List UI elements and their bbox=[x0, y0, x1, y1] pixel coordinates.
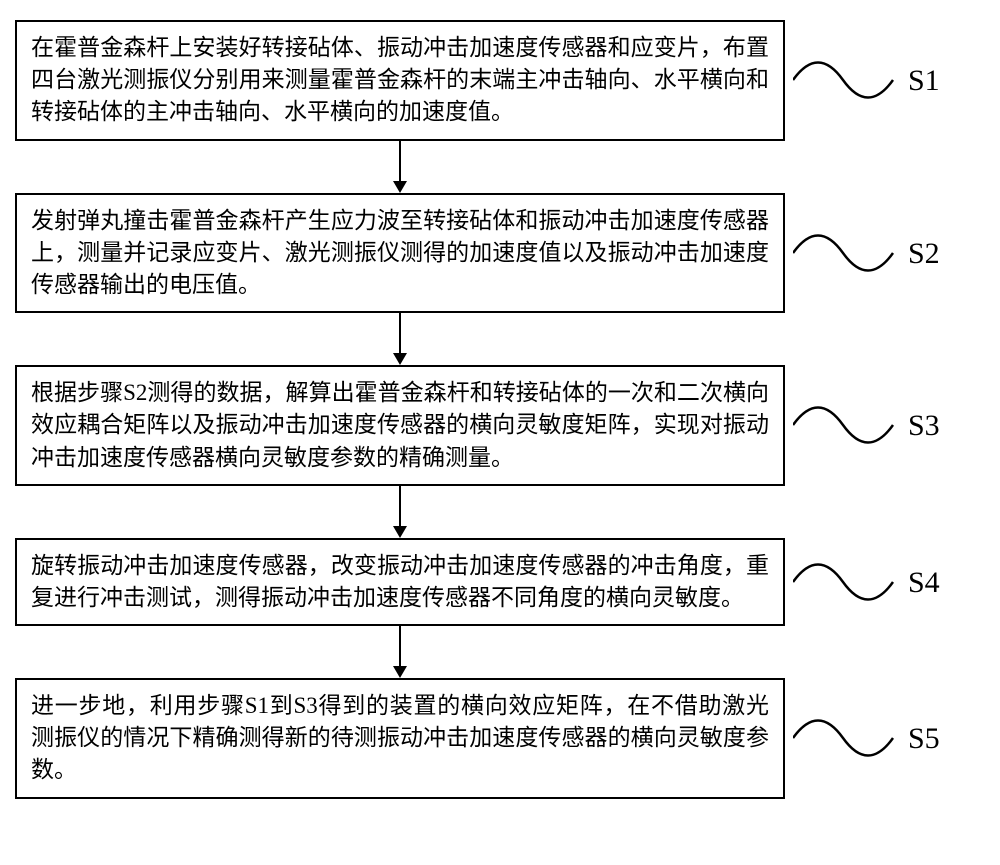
step-box-s1: 在霍普金森杆上安装好转接砧体、振动冲击加速度传感器和应变片，布置四台激光测振仪分… bbox=[15, 20, 785, 141]
step-box-s4: 旋转振动冲击加速度传感器，改变振动冲击加速度传感器的冲击角度，重复进行冲击测试，… bbox=[15, 538, 785, 626]
step-label: S1 bbox=[908, 64, 940, 97]
arrow-down-icon bbox=[15, 313, 785, 365]
wave-connector-icon: S4 bbox=[793, 552, 973, 612]
arrow-row bbox=[15, 141, 985, 193]
label-col: S1 bbox=[785, 50, 985, 110]
flowchart-container: 在霍普金森杆上安装好转接砧体、振动冲击加速度传感器和应变片，布置四台激光测振仪分… bbox=[15, 20, 985, 799]
step-label: S4 bbox=[908, 566, 940, 599]
step-box-s3: 根据步骤S2测得的数据，解算出霍普金森杆和转接砧体的一次和二次横向效应耦合矩阵以… bbox=[15, 365, 785, 486]
wave-connector-icon: S1 bbox=[793, 50, 973, 110]
step-label: S2 bbox=[908, 237, 940, 270]
step-label: S3 bbox=[908, 409, 940, 442]
label-col: S3 bbox=[785, 395, 985, 455]
arrow-row bbox=[15, 486, 985, 538]
label-col: S4 bbox=[785, 552, 985, 612]
step-row: 旋转振动冲击加速度传感器，改变振动冲击加速度传感器的冲击角度，重复进行冲击测试，… bbox=[15, 538, 985, 626]
step-label: S5 bbox=[908, 722, 940, 755]
label-col: S2 bbox=[785, 223, 985, 283]
step-box-s2: 发射弹丸撞击霍普金森杆产生应力波至转接砧体和振动冲击加速度传感器上，测量并记录应… bbox=[15, 193, 785, 314]
arrow-down-icon bbox=[15, 626, 785, 678]
step-row: 进一步地，利用步骤S1到S3得到的装置的横向效应矩阵，在不借助激光测振仪的情况下… bbox=[15, 678, 985, 799]
wave-connector-icon: S3 bbox=[793, 395, 973, 455]
arrow-row bbox=[15, 626, 985, 678]
label-col: S5 bbox=[785, 708, 985, 768]
arrow-down-icon bbox=[15, 141, 785, 193]
wave-connector-icon: S5 bbox=[793, 708, 973, 768]
step-box-s5: 进一步地，利用步骤S1到S3得到的装置的横向效应矩阵，在不借助激光测振仪的情况下… bbox=[15, 678, 785, 799]
arrow-down-icon bbox=[15, 486, 785, 538]
wave-connector-icon: S2 bbox=[793, 223, 973, 283]
step-row: 根据步骤S2测得的数据，解算出霍普金森杆和转接砧体的一次和二次横向效应耦合矩阵以… bbox=[15, 365, 985, 486]
step-row: 发射弹丸撞击霍普金森杆产生应力波至转接砧体和振动冲击加速度传感器上，测量并记录应… bbox=[15, 193, 985, 314]
arrow-row bbox=[15, 313, 985, 365]
step-row: 在霍普金森杆上安装好转接砧体、振动冲击加速度传感器和应变片，布置四台激光测振仪分… bbox=[15, 20, 985, 141]
